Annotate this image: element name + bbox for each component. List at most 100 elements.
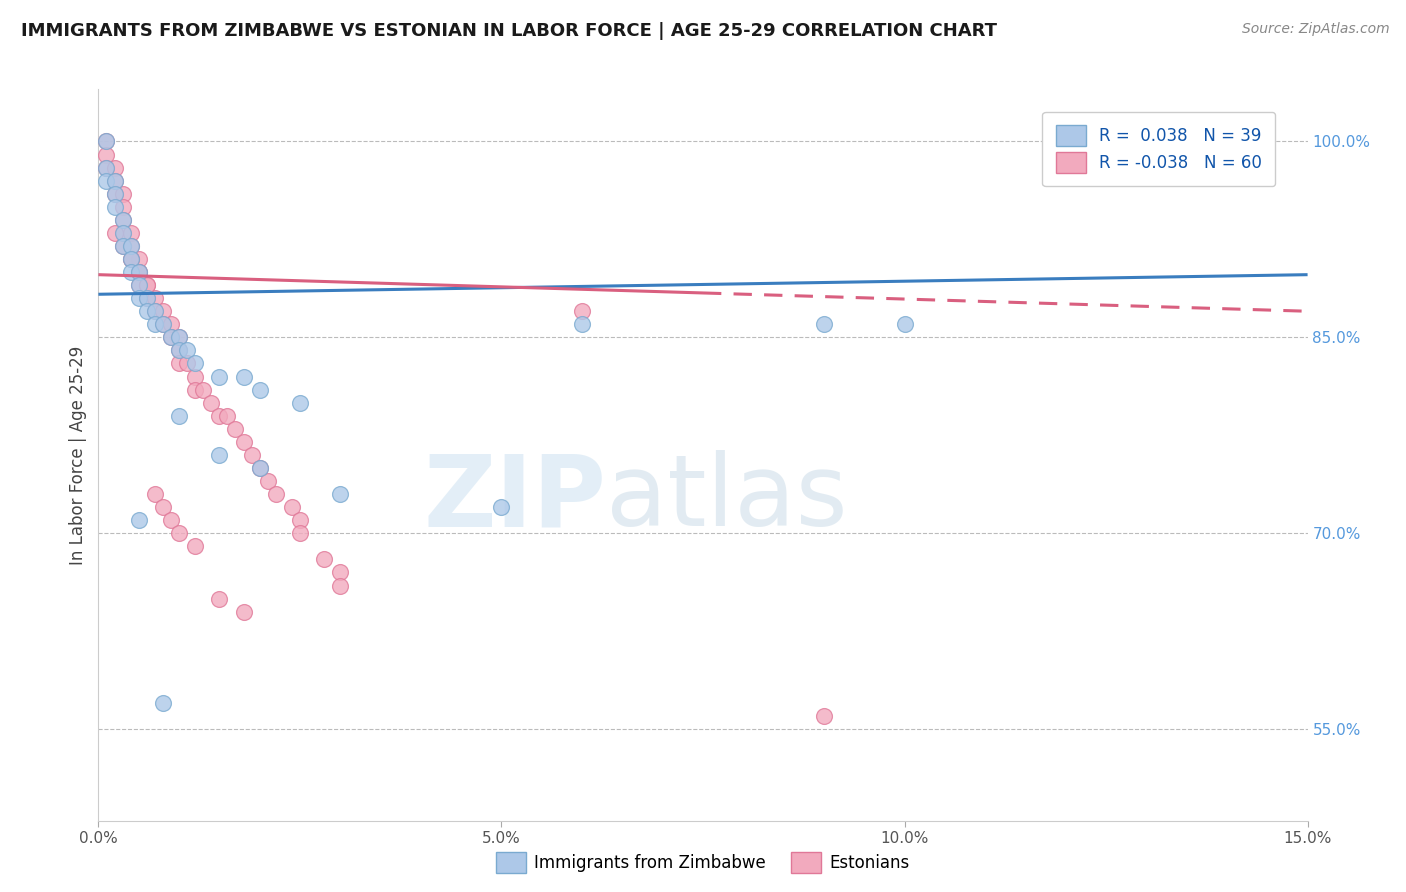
Text: atlas: atlas: [606, 450, 848, 548]
Legend: R =  0.038   N = 39, R = -0.038   N = 60: R = 0.038 N = 39, R = -0.038 N = 60: [1042, 112, 1275, 186]
Point: [152, 500, 174, 515]
Point: [200, 395, 222, 409]
Point: [240, 448, 263, 462]
Point: [208, 591, 231, 606]
Point: [143, 304, 166, 318]
Point: [224, 422, 246, 436]
Point: [571, 318, 593, 332]
Point: [103, 161, 125, 175]
Point: [152, 304, 174, 318]
Point: [249, 383, 271, 397]
Point: [160, 318, 183, 332]
Point: [111, 226, 134, 240]
Point: [232, 369, 254, 384]
Point: [491, 500, 513, 515]
Point: [128, 265, 150, 279]
Point: [184, 356, 207, 371]
Point: [176, 356, 198, 371]
Point: [167, 330, 190, 344]
Point: [143, 487, 166, 501]
Point: [184, 539, 207, 553]
Point: [120, 252, 142, 266]
Point: [103, 174, 125, 188]
Point: [96, 135, 118, 149]
Point: [128, 265, 150, 279]
Point: [143, 291, 166, 305]
Point: [288, 513, 311, 527]
Legend: Immigrants from Zimbabwe, Estonians: Immigrants from Zimbabwe, Estonians: [489, 846, 917, 880]
Point: [120, 252, 142, 266]
Point: [256, 474, 278, 488]
Point: [143, 304, 166, 318]
Point: [176, 343, 198, 358]
Point: [167, 343, 190, 358]
Point: [111, 200, 134, 214]
Point: [329, 566, 352, 580]
Point: [193, 383, 215, 397]
Point: [152, 696, 174, 710]
Point: [160, 513, 183, 527]
Point: [96, 135, 118, 149]
Point: [249, 461, 271, 475]
Point: [264, 487, 287, 501]
Text: IMMIGRANTS FROM ZIMBABWE VS ESTONIAN IN LABOR FORCE | AGE 25-29 CORRELATION CHAR: IMMIGRANTS FROM ZIMBABWE VS ESTONIAN IN …: [21, 22, 997, 40]
Point: [288, 526, 311, 541]
Point: [120, 239, 142, 253]
Point: [232, 434, 254, 449]
Point: [135, 304, 157, 318]
Point: [135, 278, 157, 293]
Point: [103, 186, 125, 201]
Point: [167, 356, 190, 371]
Point: [128, 291, 150, 305]
Point: [120, 265, 142, 279]
Point: [111, 239, 134, 253]
Point: [167, 343, 190, 358]
Point: [208, 369, 231, 384]
Point: [111, 239, 134, 253]
Point: [96, 174, 118, 188]
Point: [152, 318, 174, 332]
Point: [167, 330, 190, 344]
Point: [111, 186, 134, 201]
Point: [128, 265, 150, 279]
Point: [96, 147, 118, 161]
Point: [208, 409, 231, 423]
Y-axis label: In Labor Force | Age 25-29: In Labor Force | Age 25-29: [69, 345, 87, 565]
Point: [120, 239, 142, 253]
Point: [120, 226, 142, 240]
Point: [314, 552, 336, 566]
Point: [103, 226, 125, 240]
Point: [329, 487, 352, 501]
Point: [232, 605, 254, 619]
Text: ZIP: ZIP: [423, 450, 606, 548]
Point: [571, 304, 593, 318]
Point: [96, 161, 118, 175]
Point: [160, 330, 183, 344]
Point: [288, 395, 311, 409]
Point: [103, 186, 125, 201]
Point: [128, 278, 150, 293]
Point: [249, 461, 271, 475]
Point: [167, 526, 190, 541]
Point: [184, 369, 207, 384]
Point: [135, 278, 157, 293]
Point: [329, 578, 352, 592]
Point: [135, 291, 157, 305]
Point: [167, 409, 190, 423]
Point: [160, 330, 183, 344]
Point: [893, 318, 915, 332]
Point: [135, 291, 157, 305]
Point: [184, 383, 207, 397]
Point: [281, 500, 304, 515]
Point: [208, 448, 231, 462]
Point: [143, 318, 166, 332]
Text: Source: ZipAtlas.com: Source: ZipAtlas.com: [1241, 22, 1389, 37]
Point: [813, 318, 835, 332]
Point: [96, 161, 118, 175]
Point: [103, 174, 125, 188]
Point: [128, 252, 150, 266]
Point: [103, 200, 125, 214]
Point: [128, 513, 150, 527]
Point: [217, 409, 239, 423]
Point: [111, 212, 134, 227]
